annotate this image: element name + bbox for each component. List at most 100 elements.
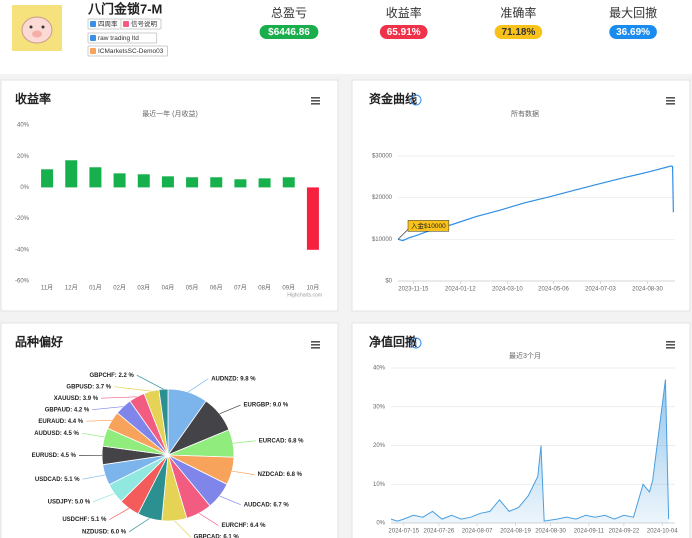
pie-label: GBPAUD: 4.2 % bbox=[45, 407, 90, 413]
stat-pill bbox=[259, 25, 319, 39]
stat-value: 65.91% bbox=[387, 27, 421, 38]
label-connector bbox=[187, 378, 209, 393]
menu-icon[interactable] bbox=[311, 97, 320, 105]
annotation-connector bbox=[397, 229, 409, 240]
y-tick-label: -40% bbox=[15, 247, 30, 253]
y-tick-label: $30000 bbox=[372, 154, 393, 160]
label-connector bbox=[86, 419, 112, 422]
tag-text: raw trading ltd bbox=[98, 35, 139, 42]
bar bbox=[113, 173, 126, 188]
panel bbox=[351, 322, 691, 538]
x-tick-label: 2024-07-15 bbox=[388, 529, 419, 535]
x-tick-label: 2024-08-30 bbox=[535, 529, 566, 535]
x-tick-label: 12月 bbox=[65, 285, 78, 292]
pie-label: NZDCAD: 6.8 % bbox=[258, 472, 303, 478]
info-icon[interactable]: i bbox=[410, 337, 422, 349]
bar bbox=[186, 177, 199, 188]
bar bbox=[41, 169, 54, 188]
tag-text: ICMarketsSC-Demo03 bbox=[98, 48, 164, 55]
panel-title: 资金曲线 bbox=[369, 91, 417, 106]
subtitle: 最近一年 (月收益) bbox=[142, 109, 198, 118]
x-tick-label: 07月 bbox=[234, 285, 247, 292]
x-tick-label: 2024-09-11 bbox=[574, 529, 605, 535]
pie-label: USDCAD: 5.1 % bbox=[35, 477, 80, 483]
y-tick-label: $0 bbox=[385, 279, 392, 285]
x-tick-label: 11月 bbox=[41, 285, 53, 292]
pie-label: EURCAD: 6.8 % bbox=[259, 438, 304, 444]
svg-text:i: i bbox=[415, 340, 417, 347]
menu-icon[interactable] bbox=[311, 341, 320, 349]
label-connector bbox=[82, 474, 106, 480]
stat-label: 收益率 bbox=[386, 5, 422, 20]
annotation-box bbox=[407, 220, 450, 232]
y-tick-label: 20% bbox=[373, 443, 386, 449]
x-tick-label: 2024-09-22 bbox=[609, 529, 640, 535]
pie-label: GBPCHF: 2.2 % bbox=[89, 373, 134, 379]
y-tick-label: 0% bbox=[376, 521, 385, 527]
bar bbox=[65, 160, 78, 188]
drawdown-line bbox=[390, 379, 670, 522]
avatar-eye bbox=[29, 25, 33, 29]
y-tick-label: -20% bbox=[15, 216, 30, 222]
avatar-face bbox=[21, 16, 53, 44]
x-tick-label: 2024-05-06 bbox=[538, 287, 569, 293]
x-tick-label: 2024-10-04 bbox=[647, 529, 678, 535]
menu-icons bbox=[311, 97, 675, 349]
tag-icon bbox=[123, 21, 129, 27]
label-connector bbox=[92, 406, 124, 411]
panel bbox=[351, 79, 691, 312]
tag-text: 信号说明 bbox=[131, 19, 158, 28]
y-tick-label: 0% bbox=[20, 185, 29, 191]
panel-title: 净值回撤 bbox=[369, 334, 417, 349]
stat-pill bbox=[494, 25, 543, 39]
x-tick-label: 2024-08-30 bbox=[632, 287, 663, 293]
info-icon[interactable]: i bbox=[410, 94, 422, 106]
pie-label: AUDUSD: 4.5 % bbox=[34, 431, 79, 437]
stat-pill bbox=[379, 25, 428, 39]
tag-icon bbox=[90, 48, 96, 54]
label-connector bbox=[231, 470, 255, 475]
label-connector bbox=[81, 432, 105, 438]
stat-label: 最大回撤 bbox=[609, 5, 657, 20]
y-tick-label: $20000 bbox=[372, 195, 393, 201]
y-tick-label: 10% bbox=[373, 482, 386, 488]
y-tick-label: 20% bbox=[17, 154, 30, 160]
stat-label: 准确率 bbox=[500, 5, 536, 20]
bar bbox=[282, 177, 295, 188]
menu-icon[interactable] bbox=[666, 341, 675, 349]
pie-label: XAUUSD: 3.9 % bbox=[54, 396, 99, 402]
pie-label: GBPCAD: 6.1 % bbox=[194, 535, 240, 538]
y-tick-label: -60% bbox=[15, 279, 30, 285]
stat-pill bbox=[609, 25, 657, 39]
tag bbox=[87, 45, 169, 57]
bar bbox=[89, 167, 102, 188]
x-tick-label: 2024-07-26 bbox=[424, 529, 455, 535]
panel-title: 品种偏好 bbox=[15, 334, 63, 349]
pie-label: EURUSD: 4.5 % bbox=[32, 453, 77, 459]
pie-label: AUDCAD: 6.7 % bbox=[244, 502, 290, 508]
x-tick-label: 10月 bbox=[307, 285, 320, 292]
menu-icon[interactable] bbox=[666, 97, 675, 105]
bar bbox=[234, 179, 247, 188]
x-tick-label: 09月 bbox=[282, 285, 295, 292]
label-connector bbox=[232, 440, 256, 444]
tag-icon bbox=[90, 35, 96, 41]
x-tick-label: 06月 bbox=[210, 285, 223, 292]
bar bbox=[210, 177, 223, 188]
x-tick-label: 2024-03-10 bbox=[492, 287, 523, 293]
x-tick-label: 2024-08-19 bbox=[500, 529, 531, 535]
pie-label: EURAUD: 4.4 % bbox=[38, 419, 83, 425]
x-tick-label: 2023-11-15 bbox=[398, 287, 429, 293]
x-tick-label: 01月 bbox=[89, 285, 102, 292]
label-connector bbox=[174, 520, 191, 538]
stat-value: $6446.86 bbox=[268, 27, 310, 38]
tag bbox=[120, 18, 162, 30]
avatar-nose bbox=[32, 30, 42, 38]
bar bbox=[306, 187, 319, 250]
svg-text:i: i bbox=[415, 97, 417, 104]
x-tick-label: 2024-07-03 bbox=[585, 287, 616, 293]
tag-icon bbox=[90, 21, 96, 27]
subtitle: 最近3个月 bbox=[509, 351, 541, 360]
pie-label: GBPUSD: 3.7 % bbox=[66, 384, 111, 390]
